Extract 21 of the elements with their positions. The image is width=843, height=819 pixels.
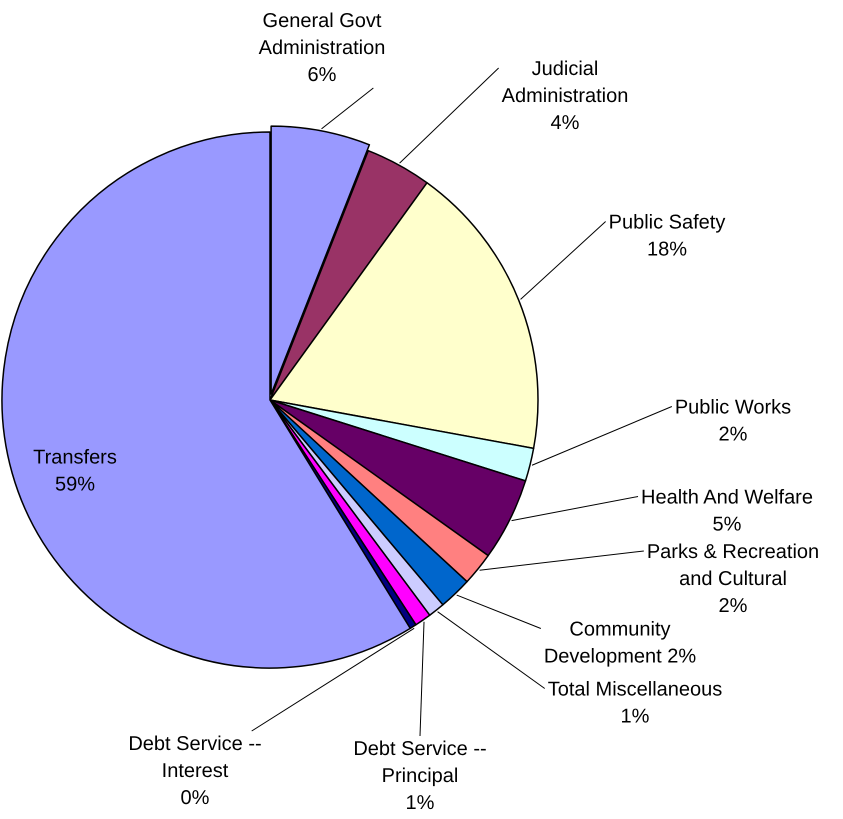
data-label: 18% xyxy=(646,238,688,260)
slice-label: Public Works xyxy=(674,396,792,418)
data-label: 5% xyxy=(712,514,742,536)
data-label: 2% xyxy=(718,595,748,617)
data-label: 0% xyxy=(180,787,210,809)
data-label: 2% xyxy=(718,424,748,446)
data-label: 6% xyxy=(308,64,337,86)
slice-label: Debt Service -- Interest xyxy=(128,733,262,782)
slice-label: Community Development 2% xyxy=(544,618,696,668)
data-label: 4% xyxy=(550,112,580,134)
slice-label: Debt Service -- Principal xyxy=(353,738,487,787)
data-label: 59% xyxy=(54,474,96,496)
slice-label: Parks & Recreation and Cultural xyxy=(646,541,820,590)
slice-label: Judicial Administration xyxy=(502,58,628,107)
slice-label: Transfers xyxy=(33,446,117,468)
slice-label: General Govt Administration xyxy=(258,10,386,59)
slice-label: Total Miscellaneous xyxy=(548,678,722,700)
slice-label: Public Safety xyxy=(608,212,726,234)
data-label: 1% xyxy=(406,792,435,814)
slice-label: Health And Welfare xyxy=(641,486,813,508)
data-label: 1% xyxy=(620,706,650,728)
